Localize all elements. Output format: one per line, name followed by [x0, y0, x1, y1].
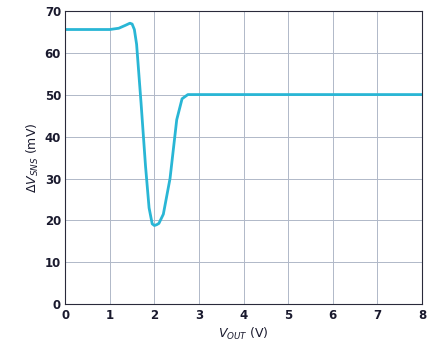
Y-axis label: $\Delta V_{SNS}$ (mV): $\Delta V_{SNS}$ (mV) — [24, 122, 40, 193]
X-axis label: $V_{OUT}$ (V): $V_{OUT}$ (V) — [218, 326, 268, 342]
